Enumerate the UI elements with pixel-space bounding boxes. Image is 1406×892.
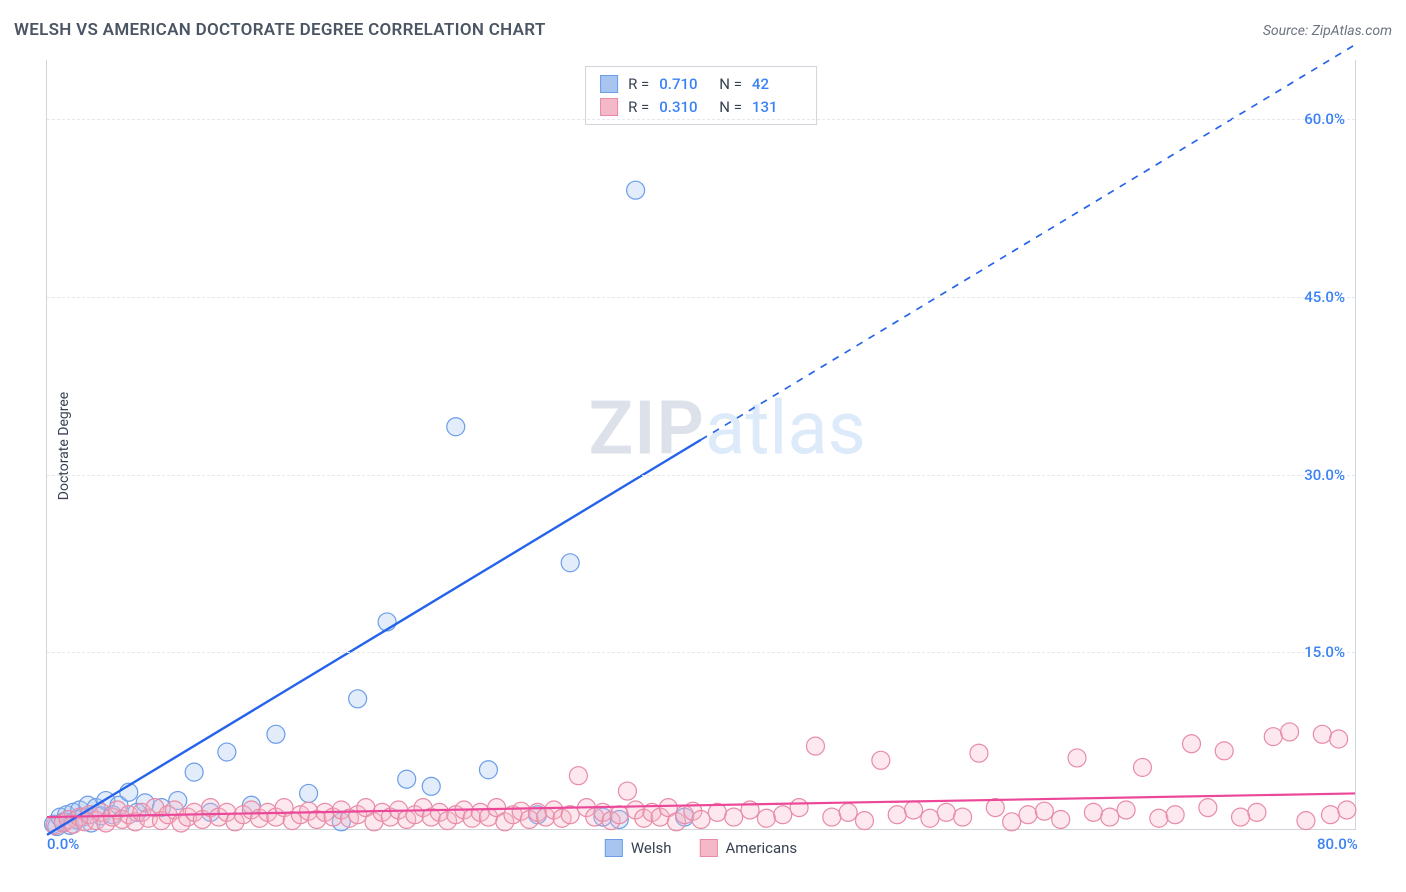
data-point [1052, 810, 1070, 828]
data-point [1313, 725, 1331, 743]
data-point [856, 812, 874, 830]
legend-label-americans: Americans [726, 839, 798, 857]
data-point [905, 801, 923, 819]
data-point [1117, 801, 1135, 819]
stat-row-welsh: R = 0.710 N = 42 [600, 73, 802, 96]
ytick-label: 30.0% [1304, 466, 1345, 484]
chart-svg [47, 60, 1355, 829]
data-point [954, 808, 972, 826]
data-point [806, 737, 824, 755]
data-point [1068, 749, 1086, 767]
data-point [218, 743, 236, 761]
stat-n-americans: 131 [752, 96, 802, 119]
swatch-welsh [600, 75, 618, 93]
legend-label-welsh: Welsh [631, 839, 672, 857]
data-point [185, 763, 203, 781]
gridline [47, 475, 1355, 476]
data-point [398, 770, 416, 788]
data-point [888, 806, 906, 824]
gridline [47, 652, 1355, 653]
data-point [937, 803, 955, 821]
chart-header: WELSH VS AMERICAN DOCTORATE DEGREE CORRE… [14, 20, 1392, 40]
data-point [447, 418, 465, 436]
data-point [921, 809, 939, 827]
data-point [569, 767, 587, 785]
data-point [1248, 803, 1266, 821]
gridline [47, 297, 1355, 298]
gridline [47, 119, 1355, 120]
stat-row-americans: R = 0.310 N = 131 [600, 96, 802, 119]
data-point [1166, 806, 1184, 824]
legend-swatch-americans [700, 839, 718, 857]
data-point [986, 799, 1004, 817]
data-point [774, 806, 792, 824]
stat-r-americans: 0.310 [659, 96, 709, 119]
data-point [610, 806, 628, 824]
ytick-label: 45.0% [1304, 288, 1345, 306]
data-point [1330, 730, 1348, 748]
data-point [349, 690, 367, 708]
stat-n-label: N = [719, 96, 742, 119]
chart-title: WELSH VS AMERICAN DOCTORATE DEGREE CORRE… [14, 20, 546, 40]
data-point [872, 751, 890, 769]
data-point [1150, 809, 1168, 827]
data-point [1183, 735, 1201, 753]
stat-n-welsh: 42 [752, 73, 802, 96]
ytick-label: 60.0% [1304, 110, 1345, 128]
data-point [618, 782, 636, 800]
data-point [422, 777, 440, 795]
data-point [1297, 812, 1315, 830]
data-point [692, 810, 710, 828]
data-point [1232, 808, 1250, 826]
stat-box: R = 0.710 N = 42 R = 0.310 N = 131 [585, 66, 817, 125]
data-point [725, 808, 743, 826]
data-point [267, 725, 285, 743]
data-point [1003, 813, 1021, 831]
stat-r-label: R = [628, 96, 649, 119]
data-point [1084, 803, 1102, 821]
plot-area: ZIPatlas R = 0.710 N = 42 R = 0.310 N = … [46, 60, 1356, 830]
data-point [1338, 801, 1356, 819]
data-point [479, 761, 497, 779]
data-point [970, 744, 988, 762]
data-point [839, 803, 857, 821]
data-point [1215, 742, 1233, 760]
data-point [790, 799, 808, 817]
source-label: Source: ZipAtlas.com [1263, 23, 1392, 39]
data-point [1019, 806, 1037, 824]
data-point [1199, 799, 1217, 817]
swatch-americans [600, 98, 618, 116]
data-point [1321, 806, 1339, 824]
legend-item-welsh: Welsh [605, 839, 672, 857]
data-point [823, 808, 841, 826]
xtick-label: 0.0% [47, 835, 79, 853]
data-point [1133, 758, 1151, 776]
data-point [561, 554, 579, 572]
stat-n-label: N = [719, 73, 742, 96]
ytick-label: 15.0% [1304, 643, 1345, 661]
data-point [1035, 802, 1053, 820]
stat-r-welsh: 0.710 [659, 73, 709, 96]
data-point [300, 784, 318, 802]
data-point [627, 181, 645, 199]
data-point [1101, 808, 1119, 826]
data-point [757, 809, 775, 827]
trend-line [47, 440, 701, 835]
bottom-legend: Welsh Americans [605, 839, 797, 857]
stat-r-label: R = [628, 73, 649, 96]
data-point [1264, 728, 1282, 746]
legend-item-americans: Americans [700, 839, 798, 857]
xtick-label: 80.0% [1317, 835, 1358, 853]
legend-swatch-welsh [605, 839, 623, 857]
data-point [1281, 723, 1299, 741]
